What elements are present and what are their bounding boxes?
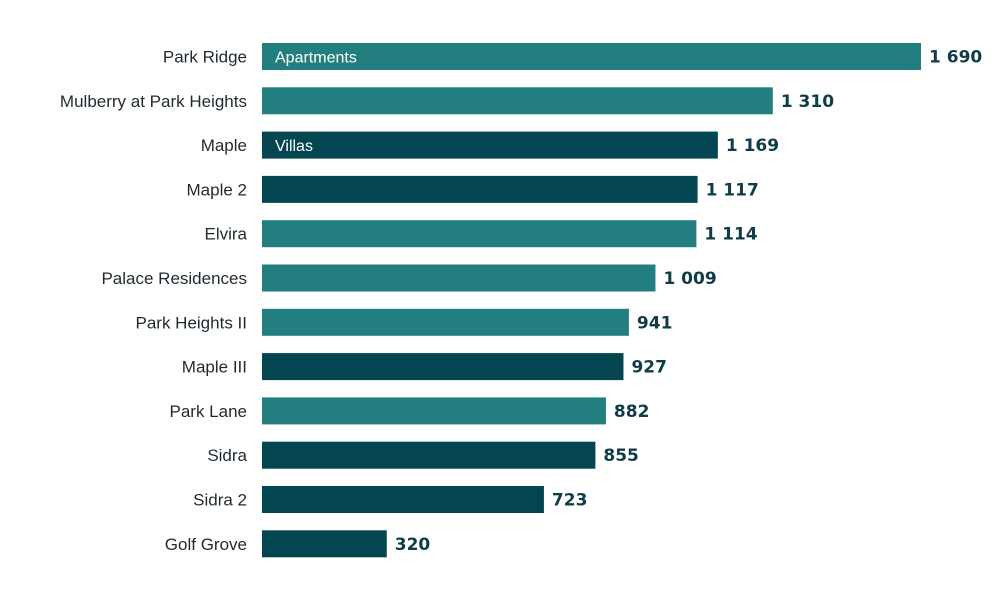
value-label: 723 bbox=[552, 491, 588, 511]
category-label: Elvira bbox=[204, 225, 247, 244]
bar bbox=[262, 87, 773, 115]
category-label: Mulberry at Park Heights bbox=[60, 92, 247, 111]
value-label: 941 bbox=[637, 313, 673, 333]
category-label: Palace Residences bbox=[101, 269, 247, 288]
bar bbox=[262, 441, 596, 469]
category-label: Park Heights II bbox=[136, 313, 248, 332]
category-label: Sidra bbox=[207, 446, 247, 465]
value-label: 1 310 bbox=[781, 92, 834, 112]
bar bbox=[262, 264, 656, 292]
bar bbox=[262, 353, 624, 381]
category-label: Golf Grove bbox=[165, 535, 247, 554]
bar bbox=[262, 175, 698, 203]
bar bbox=[262, 530, 387, 558]
bar bbox=[262, 43, 921, 70]
value-label: 1 114 bbox=[704, 225, 757, 245]
category-label: Park Ridge bbox=[163, 48, 247, 67]
category-label: Sidra 2 bbox=[193, 491, 247, 510]
value-label: 927 bbox=[631, 358, 667, 378]
category-label: Park Lane bbox=[170, 402, 248, 421]
bar bbox=[262, 220, 697, 248]
value-label: 320 bbox=[395, 535, 431, 555]
legend-label: Apartments bbox=[275, 50, 357, 67]
bar bbox=[262, 131, 718, 159]
bar bbox=[262, 486, 544, 513]
category-label: Maple bbox=[201, 136, 247, 155]
value-label: 1 117 bbox=[706, 180, 759, 200]
value-label: 855 bbox=[603, 446, 639, 466]
category-label: Maple 2 bbox=[187, 180, 247, 199]
bar bbox=[262, 397, 606, 425]
value-label: 1 009 bbox=[663, 269, 716, 289]
value-label: 882 bbox=[614, 402, 650, 422]
category-label: Maple III bbox=[182, 358, 247, 377]
legend-label: Villas bbox=[275, 138, 313, 155]
bar bbox=[262, 308, 629, 336]
value-label: 1 690 bbox=[929, 48, 982, 68]
value-label: 1 169 bbox=[726, 136, 779, 156]
